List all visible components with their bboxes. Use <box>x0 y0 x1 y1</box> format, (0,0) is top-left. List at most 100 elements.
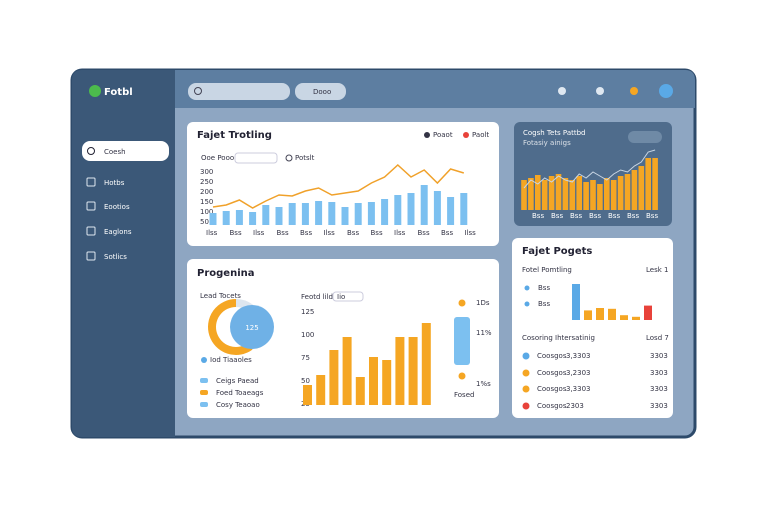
nav-item[interactable]: Eaglons <box>104 228 132 236</box>
filter-box[interactable] <box>234 152 278 164</box>
bar <box>584 310 592 320</box>
marker <box>458 299 466 307</box>
bar <box>610 180 617 210</box>
search-button[interactable] <box>295 83 346 100</box>
bar <box>407 193 415 225</box>
nav-item[interactable]: Sotlics <box>104 253 127 261</box>
donut-label: Lead Tocets <box>200 292 241 300</box>
x-tick-label: Bss <box>230 229 242 237</box>
bar <box>275 207 283 225</box>
side-label: 11% <box>476 329 492 337</box>
pill[interactable] <box>628 131 662 143</box>
bar <box>382 360 392 405</box>
x-tick-label: Bss <box>441 229 453 237</box>
side-label: 1%s <box>476 380 491 388</box>
avatar[interactable] <box>659 84 673 98</box>
x-tick-label: Bss <box>532 212 544 220</box>
bar <box>535 175 541 210</box>
legend-dot <box>424 132 430 138</box>
bar <box>249 212 257 225</box>
x-tick-label: Bss <box>300 229 312 237</box>
app-name: Fotbl <box>104 87 133 98</box>
bar <box>632 316 640 320</box>
bar <box>394 195 402 225</box>
nav-item[interactable]: Eootios <box>104 203 130 211</box>
nav-item[interactable]: Coesh <box>104 148 126 156</box>
legend-label: Foed Toaeags <box>216 389 264 397</box>
donut-value: 125 <box>245 324 258 332</box>
bar <box>329 350 339 405</box>
filter-box[interactable] <box>332 291 364 302</box>
bar <box>369 357 378 405</box>
legend-swatch <box>200 378 208 383</box>
x-tick-label: Bss <box>418 229 430 237</box>
bar <box>421 323 431 405</box>
row-name: Coosgos <box>537 369 567 377</box>
bar <box>590 180 596 210</box>
donut-segment <box>208 299 253 355</box>
bar <box>395 337 405 405</box>
x-tick-label: Bss <box>277 229 289 237</box>
sidebar <box>72 70 175 437</box>
filter: Iio <box>337 293 345 301</box>
nav-active[interactable] <box>82 141 169 161</box>
icon[interactable] <box>596 87 604 95</box>
x-tick-label: Bss <box>570 212 582 220</box>
x-tick-label: Ilss <box>394 229 406 237</box>
bar <box>433 191 441 225</box>
bar <box>342 337 352 405</box>
bar <box>608 308 616 320</box>
bar <box>303 385 312 405</box>
bar <box>541 180 548 210</box>
row-value: 3,3303 <box>566 385 591 393</box>
bar <box>644 305 652 320</box>
x-tick-label: Bss <box>371 229 383 237</box>
nav-item[interactable]: Hotbs <box>104 179 125 187</box>
row-dot <box>522 352 530 360</box>
legend-swatch <box>200 402 208 407</box>
y-tick-label: 200 <box>200 188 213 196</box>
bar <box>576 176 582 210</box>
tag: Losd 7 <box>646 334 669 342</box>
search-icon <box>194 87 202 95</box>
x-tick-label: Bss <box>347 229 359 237</box>
bar <box>316 375 326 405</box>
x-tick-label: Bss <box>551 212 563 220</box>
bar <box>583 182 589 210</box>
marker <box>458 372 466 380</box>
icon[interactable] <box>558 87 566 95</box>
bar <box>597 184 603 210</box>
x-tick-label: Bss <box>627 212 639 220</box>
bar <box>638 166 645 210</box>
bar <box>460 193 468 225</box>
gauge-caption: Fosed <box>454 391 474 399</box>
legend-label: Poaot <box>433 131 453 139</box>
bar <box>408 337 418 405</box>
icon[interactable] <box>630 87 638 95</box>
search-box[interactable] <box>188 83 290 100</box>
card-title: Cogsh Tets Pattbd <box>523 129 586 137</box>
side-label: 1Ds <box>476 299 490 307</box>
bar <box>341 207 349 225</box>
filter: Potslt <box>295 154 315 162</box>
legend-label: Bss <box>538 284 550 292</box>
bar <box>572 284 580 320</box>
nav-icon <box>86 226 96 236</box>
legend-dot <box>524 285 530 291</box>
legend-swatch <box>200 390 208 395</box>
bar <box>235 210 243 225</box>
y-tick-label: 100 <box>301 331 314 339</box>
card-subtitle: Fotasiy ainigs <box>523 139 571 147</box>
legend-dot <box>463 132 469 138</box>
x-tick-label: Ilss <box>206 229 218 237</box>
bar <box>555 174 562 210</box>
section-title: Cosoring Ihtersatinig <box>522 334 595 342</box>
x-tick-label: Bss <box>589 212 601 220</box>
card-title: Progenina <box>197 268 255 279</box>
bar <box>617 176 624 210</box>
filter-icon <box>285 154 293 162</box>
logo <box>89 85 101 97</box>
legend-label: Ceigs Paead <box>216 377 259 385</box>
bar <box>222 211 230 225</box>
